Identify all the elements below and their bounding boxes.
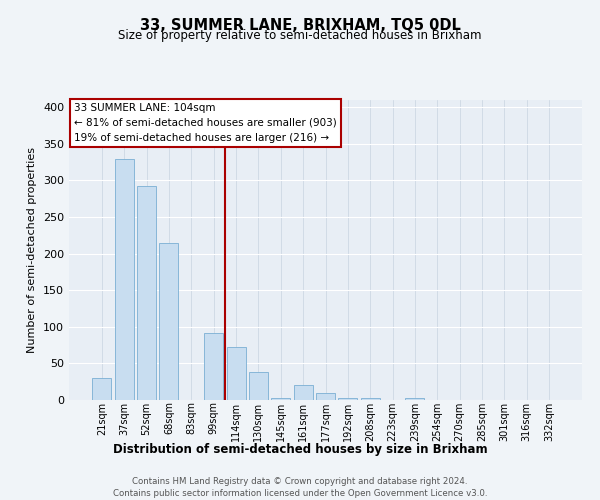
Bar: [92, 378, 112, 400]
Bar: [293, 386, 313, 400]
Bar: [316, 392, 335, 400]
Bar: [137, 186, 156, 400]
Bar: [249, 372, 268, 400]
Bar: [406, 398, 424, 400]
Text: 33 SUMMER LANE: 104sqm
← 81% of semi-detached houses are smaller (903)
19% of se: 33 SUMMER LANE: 104sqm ← 81% of semi-det…: [74, 103, 337, 142]
Bar: [361, 398, 380, 400]
Bar: [115, 158, 134, 400]
Bar: [338, 398, 358, 400]
Bar: [227, 346, 245, 400]
Text: Distribution of semi-detached houses by size in Brixham: Distribution of semi-detached houses by …: [113, 442, 487, 456]
Bar: [204, 332, 223, 400]
Text: Contains public sector information licensed under the Open Government Licence v3: Contains public sector information licen…: [113, 489, 487, 498]
Bar: [271, 398, 290, 400]
Bar: [160, 242, 178, 400]
Text: Size of property relative to semi-detached houses in Brixham: Size of property relative to semi-detach…: [118, 29, 482, 42]
Text: Contains HM Land Registry data © Crown copyright and database right 2024.: Contains HM Land Registry data © Crown c…: [132, 478, 468, 486]
Text: 33, SUMMER LANE, BRIXHAM, TQ5 0DL: 33, SUMMER LANE, BRIXHAM, TQ5 0DL: [140, 18, 460, 32]
Y-axis label: Number of semi-detached properties: Number of semi-detached properties: [28, 147, 37, 353]
